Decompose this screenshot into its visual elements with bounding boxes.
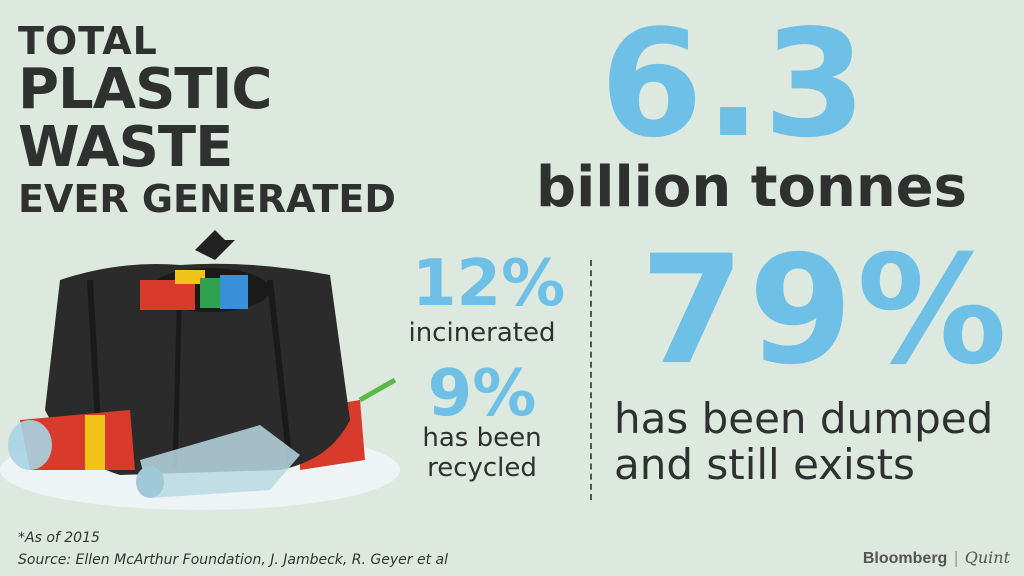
total-value: 6.3 (600, 0, 869, 170)
brand-name-quint: Quint (964, 548, 1010, 567)
garbage-bag-illustration (0, 230, 400, 510)
incinerated-label: incinerated (408, 318, 556, 348)
headline: TOTAL PLASTIC WASTE EVER GENERATED (18, 22, 396, 218)
headline-line-1: TOTAL (18, 19, 158, 63)
incinerated-percent: 12% (412, 247, 566, 321)
recycled-label-line-2: recycled (427, 452, 537, 483)
headline-line-2: PLASTIC (18, 57, 273, 122)
dumped-label-line-2: and still exists (614, 440, 915, 490)
brand-logo: Bloomberg | Quint (863, 548, 1010, 568)
dashed-divider (590, 260, 592, 500)
source-credit: Source: Ellen McArthur Foundation, J. Ja… (18, 552, 449, 568)
recycled-percent: 9% (427, 357, 537, 431)
brand-separator: | (953, 548, 959, 567)
dumped-label: has been dumped and still exists (614, 394, 1014, 490)
recycled-label-line-1: has been (422, 423, 542, 453)
total-unit: billion tonnes (536, 155, 967, 220)
dumped-label-line-1: has been dumped (614, 394, 994, 443)
headline-line-3: WASTE (18, 115, 233, 180)
dumped-percent: 79% (640, 224, 1012, 398)
headline-line-4: EVER GENERATED (18, 177, 396, 221)
footnote: *As of 2015 (18, 530, 100, 546)
brand-name-bloomberg: Bloomberg (862, 550, 948, 567)
recycled-label: has been recycled (402, 423, 562, 484)
